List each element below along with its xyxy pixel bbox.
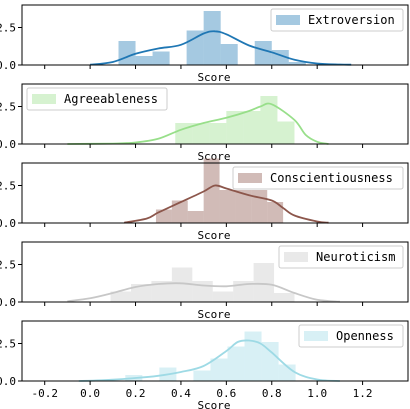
kde-line — [78, 339, 340, 382]
axes-frame — [21, 162, 409, 224]
legend-box — [278, 245, 404, 269]
histogram-bar — [135, 56, 153, 65]
legend-label: Agreeableness — [64, 92, 158, 106]
histogram-bar — [278, 364, 296, 381]
legend-label: Openness — [336, 329, 394, 343]
y-tick-label: 0.0 — [0, 138, 16, 151]
legend: Neuroticism — [278, 245, 404, 269]
histogram-bar — [171, 267, 193, 302]
subplot-extroversion: 0.0 2.5 Score Extroversion — [0, 4, 409, 84]
axes-frame — [21, 4, 409, 66]
histogram-bar — [288, 62, 306, 65]
legend-swatch — [238, 173, 262, 183]
legend-box — [270, 8, 404, 32]
x-tick-label: 0.8 — [262, 387, 282, 400]
histogram-bar — [277, 121, 295, 144]
x-tick-label: 0.0 — [80, 387, 100, 400]
x-tick-label: -0.2 — [31, 387, 58, 400]
legend-box — [232, 166, 404, 190]
x-axis-label: Score — [197, 308, 230, 321]
histogram-bar — [209, 123, 227, 144]
axes-frame — [21, 320, 409, 382]
kde-line — [67, 102, 329, 145]
histogram-bar — [193, 370, 211, 381]
y-tick-label: 0.0 — [0, 296, 16, 309]
y-tick-label: 2.5 — [0, 338, 16, 351]
legend-swatch — [304, 331, 328, 341]
legend-label: Neuroticism — [316, 250, 395, 264]
legend-box — [26, 87, 168, 111]
legend: Extroversion — [270, 8, 404, 32]
histogram-bar — [210, 358, 228, 381]
histogram-bar — [260, 96, 278, 144]
histogram-bar — [203, 158, 220, 223]
histogram-bar — [227, 346, 245, 381]
histogram-bar — [203, 11, 221, 65]
axes-frame — [21, 83, 409, 145]
x-axis-label: Score — [197, 150, 230, 163]
histogram-bar — [151, 281, 172, 302]
legend-swatch — [32, 94, 56, 104]
histogram-bar — [219, 190, 236, 223]
histogram-bar — [254, 41, 272, 65]
y-tick-label: 0.0 — [0, 59, 16, 72]
histogram-bar — [220, 44, 238, 65]
subplot-agreeableness: 0.0 2.5 Score Agreeableness — [0, 83, 409, 163]
y-tick-label: 2.5 — [0, 22, 16, 35]
histogram-bar — [130, 284, 152, 302]
legend: Openness — [298, 324, 404, 348]
legend-swatch — [284, 252, 308, 262]
histogram-bar — [251, 190, 268, 223]
histogram-bar — [243, 111, 261, 144]
y-tick-label: 2.5 — [0, 101, 16, 114]
x-tick-label: 0.6 — [216, 387, 236, 400]
legend-label: Conscientiousness — [270, 171, 393, 185]
kde-line — [124, 184, 329, 224]
histogram-bar — [274, 293, 295, 302]
histogram-bar — [212, 291, 234, 302]
histogram-bar — [233, 281, 254, 302]
y-tick-label: 2.5 — [0, 259, 16, 272]
histogram-bar — [261, 342, 279, 381]
x-axis-label: Score — [197, 71, 230, 84]
y-tick-label: 2.5 — [0, 180, 16, 193]
histogram-bar — [267, 202, 284, 223]
histogram-bar — [235, 190, 252, 223]
kde-line — [67, 282, 340, 303]
histogram-bar — [253, 263, 275, 302]
subplot-conscientiousness: 0.0 2.5 Score Conscientiousness — [0, 158, 409, 242]
legend: Conscientiousness — [232, 166, 404, 190]
histogram-bar — [186, 30, 204, 65]
legend-box — [298, 324, 404, 348]
x-axis-label: Score — [197, 229, 230, 242]
x-tick-label: 1.2 — [353, 387, 373, 400]
histogram-bar — [152, 51, 170, 65]
legend: Agreeableness — [26, 87, 168, 111]
x-tick-label: 1.0 — [307, 387, 327, 400]
histogram-bar — [155, 209, 172, 223]
x-tick-label: 0.4 — [171, 387, 191, 400]
histogram-bar — [110, 291, 131, 302]
axes-frame — [21, 241, 409, 303]
kde-line — [90, 30, 352, 66]
histogram-bar — [118, 41, 136, 65]
y-tick-label: 0.0 — [0, 217, 16, 230]
legend-label: Extroversion — [308, 13, 395, 27]
histogram-bar — [192, 123, 210, 144]
histogram-bar — [187, 211, 204, 223]
subplot-neuroticism: 0.0 2.5 Score Neuroticism — [0, 241, 409, 321]
histogram-bar — [244, 331, 262, 381]
subplot-openness: 0.0 2.5 -0.2 0.0 0.2 0.4 0.6 0.8 1.0 1.2 Score Open… — [0, 320, 409, 409]
legend-swatch — [276, 15, 300, 25]
x-axis-label: Score — [197, 399, 230, 409]
x-tick-label: 0.2 — [126, 387, 146, 400]
histogram-bar — [171, 200, 188, 223]
y-tick-label: 0.0 — [0, 375, 16, 388]
histogram-bar — [226, 111, 244, 144]
